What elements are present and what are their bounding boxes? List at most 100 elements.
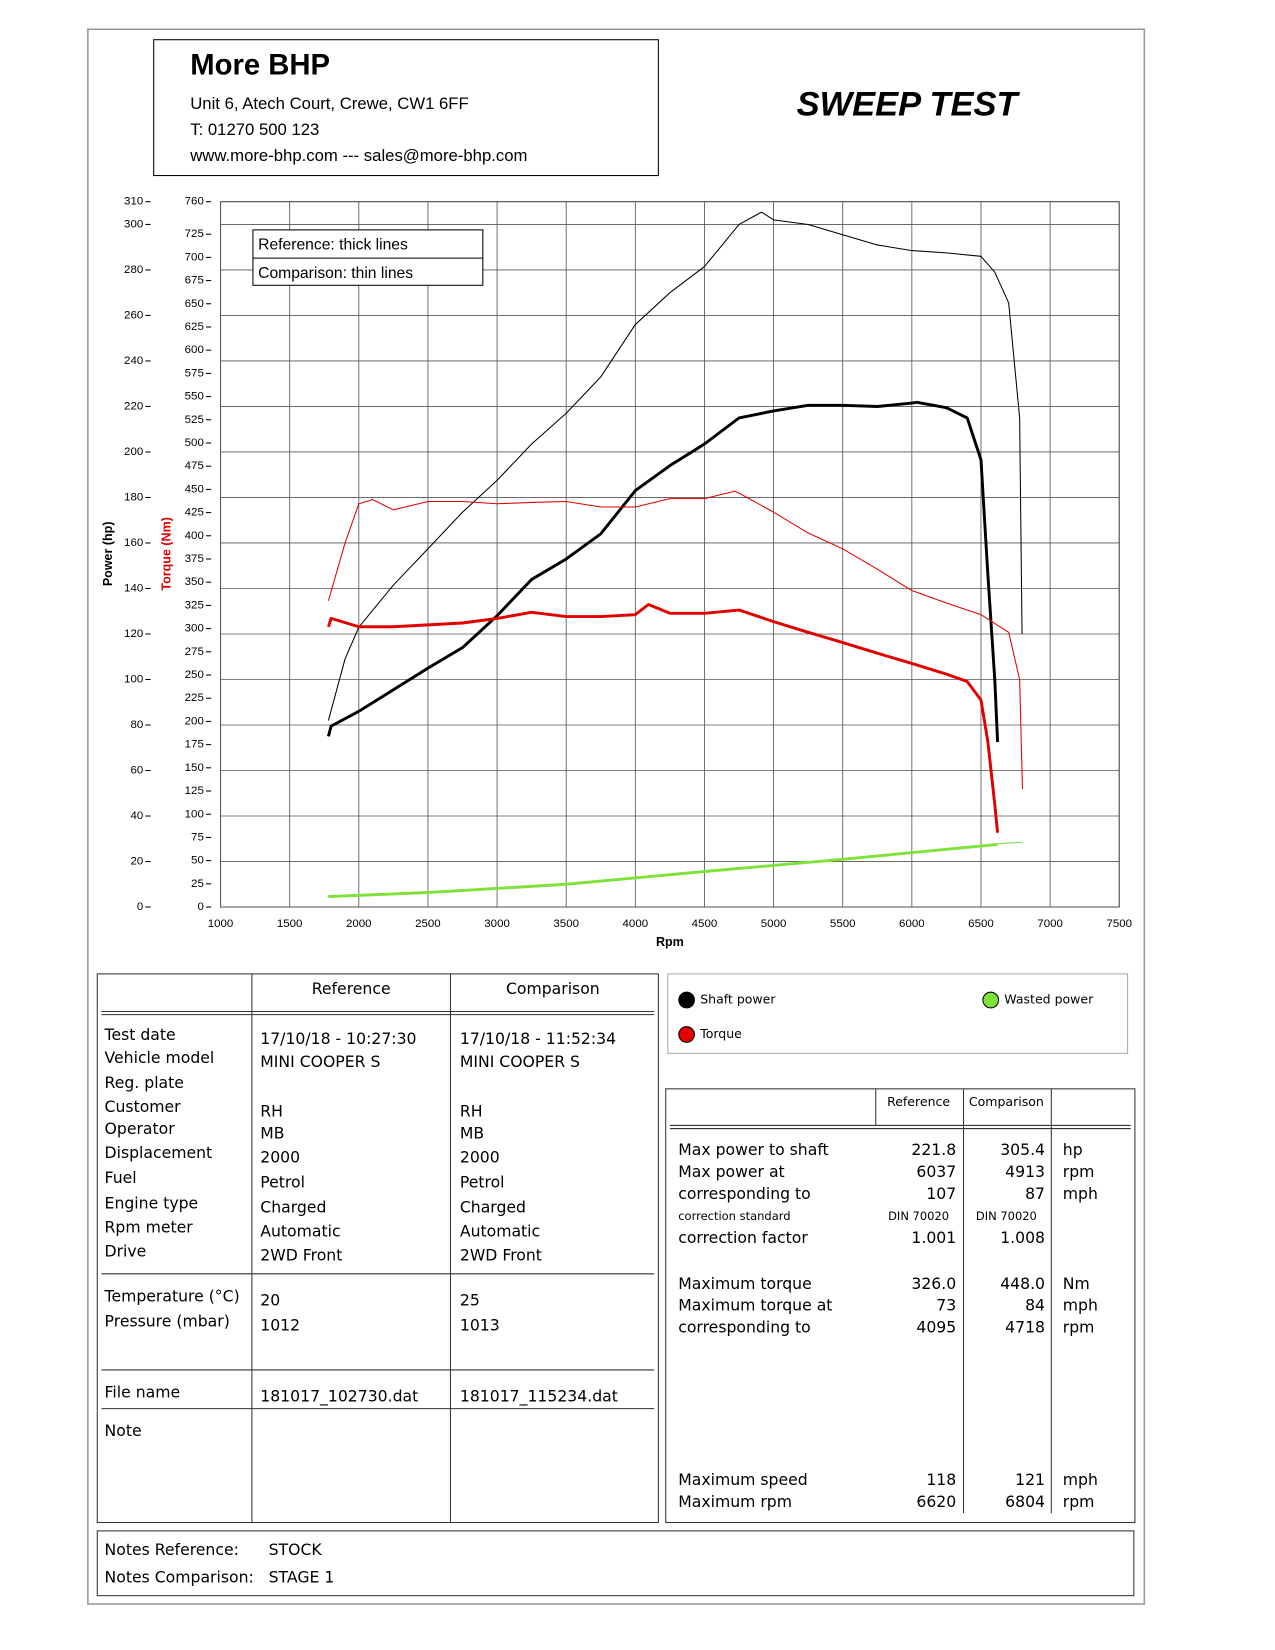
row-label: Customer [105, 1097, 182, 1116]
unit: mph [1063, 1296, 1098, 1315]
cell: 2000 [460, 1147, 500, 1166]
y2-tick-label: 50 [191, 855, 204, 867]
unit: rpm [1063, 1162, 1095, 1181]
y2-tick-label: 675 [185, 275, 204, 287]
cell: DIN 70020 [888, 1209, 949, 1223]
row-label: Max power to shaft [678, 1140, 828, 1159]
cell: 1013 [460, 1316, 500, 1335]
cell: 4095 [916, 1318, 956, 1337]
cell: 181017_115234.dat [460, 1387, 618, 1407]
row-label: Maximum torque [678, 1274, 812, 1293]
series-line [326, 400, 1000, 743]
y-tick-label: 60 [130, 765, 143, 777]
cell: 118 [926, 1470, 956, 1489]
tables: Shaft power Torque Wasted power Reference Co… [96, 973, 1136, 1597]
x-tick-label: 4000 [623, 918, 649, 930]
y2-tick-label: 500 [185, 437, 204, 449]
y-tick-label: 80 [130, 719, 143, 731]
notes-box [96, 1530, 1135, 1597]
cell: 1012 [260, 1316, 300, 1335]
unit: Nm [1063, 1274, 1090, 1293]
y2-tick-label: 525 [185, 414, 204, 426]
row-label: Temperature (°C) [104, 1286, 240, 1305]
company-name: More BHP [190, 50, 330, 82]
cell: 305.4 [1000, 1140, 1045, 1159]
cell: 73 [936, 1296, 956, 1315]
y2-tick-label: 75 [191, 831, 204, 843]
y2-tick-label: 225 [185, 692, 204, 704]
row-label: corresponding to [678, 1184, 811, 1203]
unit: mph [1063, 1470, 1098, 1489]
legend-label: Wasted power [1004, 992, 1094, 1007]
notes-value: STAGE 1 [269, 1567, 335, 1586]
x-tick-label: 4500 [692, 918, 718, 930]
line-key-text: Comparison: thin lines [258, 265, 413, 282]
legend-swatch [982, 991, 1000, 1009]
y2-tick-label: 275 [185, 646, 204, 658]
x-tick-label: 7500 [1106, 918, 1132, 930]
cell: Petrol [260, 1172, 305, 1191]
y2-tick-label: 200 [185, 715, 204, 727]
cell: 181017_102730.dat [260, 1387, 418, 1407]
cell: 1.008 [1000, 1228, 1045, 1247]
cell: Petrol [460, 1172, 505, 1191]
page-border [87, 28, 1146, 1605]
report-title: SWEEP TEST [797, 86, 1021, 124]
legend-swatch [678, 991, 695, 1009]
series-line [327, 211, 1023, 721]
row-label: Test date [104, 1025, 176, 1044]
left-table-box [96, 973, 659, 1524]
line-key-text: Reference: thick lines [258, 237, 408, 254]
cell: Charged [460, 1197, 526, 1216]
y-tick-label: 0 [137, 901, 143, 913]
y2-tick-label: 150 [185, 762, 204, 774]
series-line [328, 841, 1023, 897]
x-tick-label: 6000 [899, 918, 925, 930]
y2-tick-label: 600 [185, 344, 204, 356]
cell: MB [260, 1123, 284, 1142]
y2-tick-label: 760 [185, 196, 204, 208]
y2-tick-label: 0 [197, 901, 203, 913]
row-label: File name [105, 1382, 181, 1401]
x-tick-label: 1000 [208, 918, 234, 930]
cell: 87 [1025, 1184, 1045, 1203]
phone: T: 01270 500 123 [190, 120, 319, 139]
cell: 6620 [916, 1492, 956, 1511]
legend-swatch [678, 1026, 695, 1043]
y2-tick-label: 725 [185, 228, 204, 240]
x-tick-label: 5500 [830, 918, 856, 930]
note-label: Note [105, 1421, 142, 1440]
series-line [327, 490, 1023, 790]
row-label: Rpm meter [105, 1217, 194, 1236]
cell: 20 [260, 1290, 280, 1309]
notes-label: Notes Comparison: [105, 1567, 254, 1586]
cell: DIN 70020 [976, 1209, 1037, 1223]
header-box [153, 39, 659, 177]
column-header: Comparison [969, 1094, 1044, 1109]
y-tick-label: 310 [124, 196, 143, 208]
cell: 1.001 [911, 1228, 956, 1247]
row-label: Displacement [105, 1143, 213, 1162]
address: Unit 6, Atech Court, Crewe, CW1 6FF [190, 94, 468, 113]
cell: 84 [1025, 1296, 1045, 1315]
row-label: Maximum speed [678, 1470, 807, 1489]
column-header: Reference [887, 1094, 950, 1109]
y-tick-label: 100 [124, 674, 143, 686]
cell: 17/10/18 - 10:27:30 [260, 1029, 416, 1048]
y-tick-label: 200 [124, 446, 143, 458]
y2-tick-label: 550 [185, 391, 204, 403]
cell: 6037 [916, 1162, 956, 1181]
y2-tick-label: 425 [185, 507, 204, 519]
y2-tick-label: 625 [185, 321, 204, 333]
y-tick-label: 240 [124, 355, 143, 367]
unit: hp [1063, 1140, 1083, 1159]
x-tick-label: 2000 [346, 918, 372, 930]
y-tick-label: 180 [124, 492, 143, 504]
unit: rpm [1063, 1492, 1095, 1511]
right-table-box [665, 1088, 1136, 1524]
cell: RH [260, 1101, 283, 1120]
y2-tick-label: 700 [185, 251, 204, 263]
notes-value: STOCK [269, 1540, 323, 1559]
y2-tick-label: 300 [185, 623, 204, 635]
